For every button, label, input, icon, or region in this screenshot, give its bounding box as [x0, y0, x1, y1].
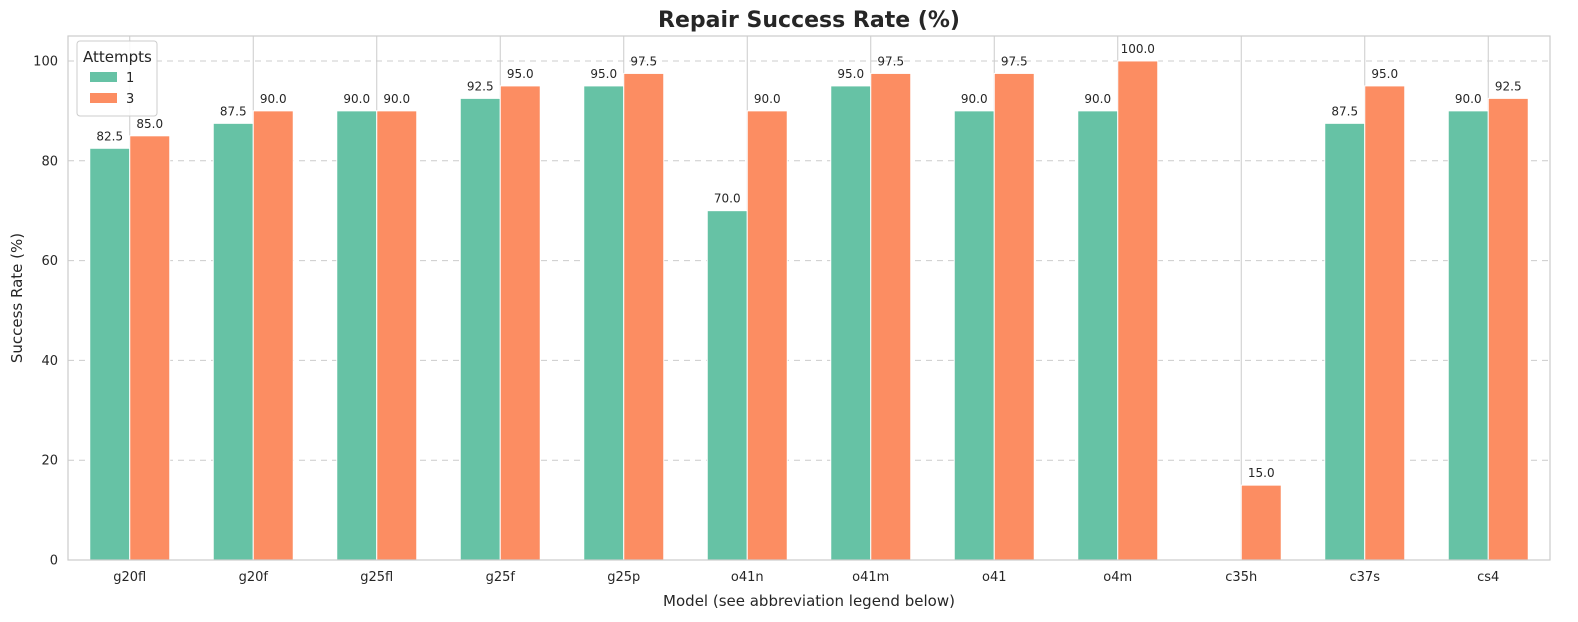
legend-label-3: 3 — [126, 92, 134, 107]
bar-series-3-g20fl — [129, 135, 171, 561]
bar-value-label: 95.0 — [590, 67, 617, 81]
bar-value-label: 90.0 — [260, 92, 287, 106]
bar-series-3-c35h — [1240, 484, 1282, 561]
bar-series-3-o41m — [870, 72, 912, 561]
bar-value-label: 100.0 — [1121, 42, 1155, 56]
bar-series-3-o4m — [1117, 60, 1159, 561]
bar-value-label: 97.5 — [1001, 54, 1028, 68]
legend-swatch-3 — [90, 93, 117, 103]
bar-value-label: 82.5 — [96, 129, 123, 143]
bars-layer — [89, 60, 1529, 561]
legend-items: 13 — [90, 71, 134, 107]
y-axis-label: Success Rate (%) — [8, 233, 26, 363]
bar-value-label: 70.0 — [714, 192, 741, 206]
x-tick-label: g25p — [607, 570, 640, 585]
bar-series-3-g20f — [252, 110, 294, 561]
bar-value-label: 15.0 — [1248, 466, 1275, 480]
bar-value-label: 85.0 — [136, 117, 163, 131]
bar-value-label: 92.5 — [1495, 79, 1522, 93]
bar-series-3-o41n — [746, 110, 788, 561]
x-tick-label: g25fl — [360, 570, 393, 585]
x-tick-label: o4m — [1103, 570, 1132, 585]
x-tick-label: c35h — [1225, 570, 1257, 585]
bar-value-label: 90.0 — [343, 92, 370, 106]
bar-value-label: 90.0 — [1084, 92, 1111, 106]
x-tick-label: o41m — [852, 570, 889, 585]
bar-value-label: 97.5 — [877, 54, 904, 68]
x-tick-label: o41n — [731, 570, 764, 585]
x-tick-label: g20fl — [113, 570, 146, 585]
bar-value-label: 95.0 — [507, 67, 534, 81]
ticks-layer: 0 20 40 60 80 100 g20fl g20f g25fl g25f g25p o41n o4… — [33, 54, 1499, 585]
bar-series-3-g25f — [499, 85, 541, 561]
bar-value-label: 87.5 — [220, 104, 247, 118]
bar-series-1-g20f — [212, 122, 254, 561]
bar-value-label: 95.0 — [837, 67, 864, 81]
y-tick-label: 80 — [41, 154, 58, 169]
bar-series-1-cs4 — [1447, 110, 1489, 561]
bar-series-3-o41 — [993, 72, 1035, 561]
y-tick-label: 20 — [41, 454, 58, 469]
y-tick-label: 0 — [50, 554, 58, 569]
y-tick-label: 100 — [33, 54, 58, 69]
bar-series-3-c37s — [1364, 85, 1406, 561]
x-tick-label: c37s — [1350, 570, 1381, 585]
bar-value-label: 90.0 — [754, 92, 781, 106]
bar-series-1-g25fl — [336, 110, 378, 561]
legend-swatch-1 — [90, 72, 117, 82]
bar-series-3-g25p — [623, 72, 665, 561]
y-tick-label: 60 — [41, 254, 58, 269]
bar-series-1-g25p — [583, 85, 625, 561]
bar-series-1-g20fl — [89, 147, 131, 561]
bar-series-3-g25fl — [376, 110, 418, 561]
bar-value-label: 97.5 — [630, 54, 657, 68]
x-tick-label: o41 — [982, 570, 1007, 585]
bar-value-label: 90.0 — [383, 92, 410, 106]
plot-frame — [67, 35, 1551, 561]
bar-value-label: 90.0 — [1455, 92, 1482, 106]
bar-series-1-g25f — [459, 97, 501, 561]
x-tick-label: cs4 — [1477, 570, 1499, 585]
bar-value-label: 95.0 — [1371, 67, 1398, 81]
bar-series-1-c37s — [1324, 122, 1366, 561]
bar-value-label: 90.0 — [961, 92, 988, 106]
legend-title: Attempts — [83, 48, 152, 66]
x-tick-label: g20f — [239, 570, 269, 585]
bar-value-label: 87.5 — [1331, 104, 1358, 118]
bar-series-1-o41 — [953, 110, 995, 561]
bar-series-3-cs4 — [1487, 97, 1529, 561]
bar-value-label: 92.5 — [467, 79, 494, 93]
data-labels-layer: 82.5 87.5 90.0 92.5 95.0 70.0 95.0 90.0 90.0 87.5… — [96, 42, 1521, 480]
x-axis-label: Model (see abbreviation legend below) — [663, 592, 955, 610]
y-tick-label: 40 — [41, 354, 58, 369]
legend-label-1: 1 — [126, 71, 134, 86]
bar-series-1-o41m — [830, 85, 872, 561]
bar-series-1-o41n — [706, 210, 748, 561]
bar-series-1-o4m — [1077, 110, 1119, 561]
chart-title: Repair Success Rate (%) — [658, 8, 960, 33]
x-tick-label: g25f — [486, 570, 516, 585]
legend: Attempts 13 — [76, 40, 158, 117]
